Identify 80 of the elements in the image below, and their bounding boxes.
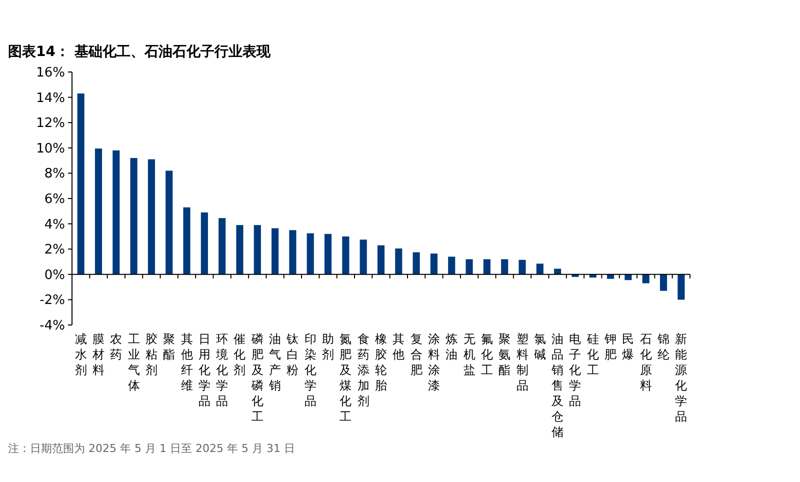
y-tick-label: 14%: [36, 90, 65, 106]
y-tick-label: 8%: [44, 166, 65, 182]
x-tick-label: 其他: [392, 332, 405, 362]
bar: [642, 274, 650, 284]
bar: [430, 254, 438, 274]
bar: [554, 268, 562, 274]
x-tick-label: 涂料涂漆: [428, 332, 440, 392]
y-tick-label: 16%: [36, 66, 65, 80]
x-tick-label: 印染化学品: [304, 332, 316, 408]
x-tick-label: 炼油: [446, 332, 458, 362]
x-tick-label: 减水剂: [74, 332, 87, 377]
x-tick-label: 电子化学品: [569, 332, 582, 408]
bar: [254, 225, 261, 274]
x-tick-label: 氯碱: [534, 332, 546, 362]
y-tick-label: -2%: [40, 293, 65, 308]
x-tick-label: 聚酯: [163, 332, 176, 362]
x-tick-label: 聚氨酯: [498, 332, 511, 377]
x-tick-label: 农药: [110, 332, 122, 362]
bar: [183, 207, 190, 274]
y-tick-label: 0%: [44, 268, 65, 283]
bar: [607, 274, 614, 279]
bar: [501, 259, 508, 274]
bar: [536, 264, 544, 274]
x-tick-label: 橡胶轮胎: [375, 332, 387, 392]
bar: [324, 234, 332, 274]
x-tick-label: 塑料制品: [516, 332, 528, 392]
x-tick-label: 氟化工: [480, 332, 493, 377]
bar: [236, 225, 244, 274]
bar: [360, 240, 367, 274]
bar: [94, 148, 102, 274]
x-tick-label: 工业气体: [128, 332, 140, 392]
x-tick-label: 复合肥: [410, 332, 422, 377]
x-tick-label: 氮肥及煤化工: [340, 332, 352, 424]
x-tick-label: 日用化学品: [198, 332, 210, 408]
bar: [483, 259, 490, 274]
bar: [77, 94, 84, 274]
bar: [518, 260, 526, 274]
x-tick-label: 民爆: [622, 332, 634, 362]
bar: [272, 228, 279, 274]
x-tick-label: 锦纶: [656, 332, 670, 362]
x-tick-label: 油气产销: [268, 332, 282, 392]
y-tick-label: 10%: [36, 141, 65, 156]
bar: [466, 259, 473, 274]
bar: [218, 218, 226, 274]
text: 注：日期范围为 2025 年 5 月 1 日至 2025 年 5 月 31 日: [8, 442, 295, 455]
x-tick-label: 磷肥及磷化工: [250, 332, 264, 424]
bar: [148, 159, 155, 274]
bar: [660, 274, 668, 291]
x-tick-label: 助剂: [322, 332, 334, 362]
x-tick-label: 石化原料: [640, 332, 652, 392]
bar: [395, 248, 402, 274]
y-tick-label: 6%: [44, 192, 65, 207]
y-tick-label: 4%: [44, 217, 65, 232]
x-tick-label: 油品销售及仓储: [550, 332, 564, 439]
bar: [130, 158, 138, 274]
bar: [412, 252, 420, 274]
x-tick-label: 钛白粉: [286, 332, 299, 377]
x-tick-label: 钾肥: [604, 332, 617, 362]
bar: [306, 233, 314, 274]
x-tick-label: 新能源化学品: [675, 332, 688, 424]
y-tick-label: 2%: [44, 242, 65, 258]
x-tick-label: 硅化工: [586, 332, 599, 377]
x-tick-label: 无机盐: [463, 332, 476, 377]
bar: [200, 212, 208, 274]
x-tick-label: 胶粘剂: [145, 332, 158, 377]
bar: [112, 150, 120, 274]
chart-title: 图表14： 基础化工、石油石化子行业表现: [8, 44, 272, 60]
bar: [377, 245, 385, 274]
x-tick-label: 食药添加剂: [357, 332, 370, 408]
bar: [166, 170, 173, 274]
y-tick-label: -4%: [40, 318, 65, 334]
x-tick-label: 环境化学品: [215, 332, 228, 408]
bar: [678, 274, 685, 300]
bar: [289, 230, 296, 274]
bar: [448, 256, 456, 274]
x-tick-label: 膜材料: [91, 332, 104, 377]
y-tick-label: 12%: [36, 116, 65, 132]
bar: [342, 236, 350, 274]
x-tick-label: 其他纤维: [180, 332, 193, 392]
x-tick-label: 催化剂: [234, 332, 246, 377]
